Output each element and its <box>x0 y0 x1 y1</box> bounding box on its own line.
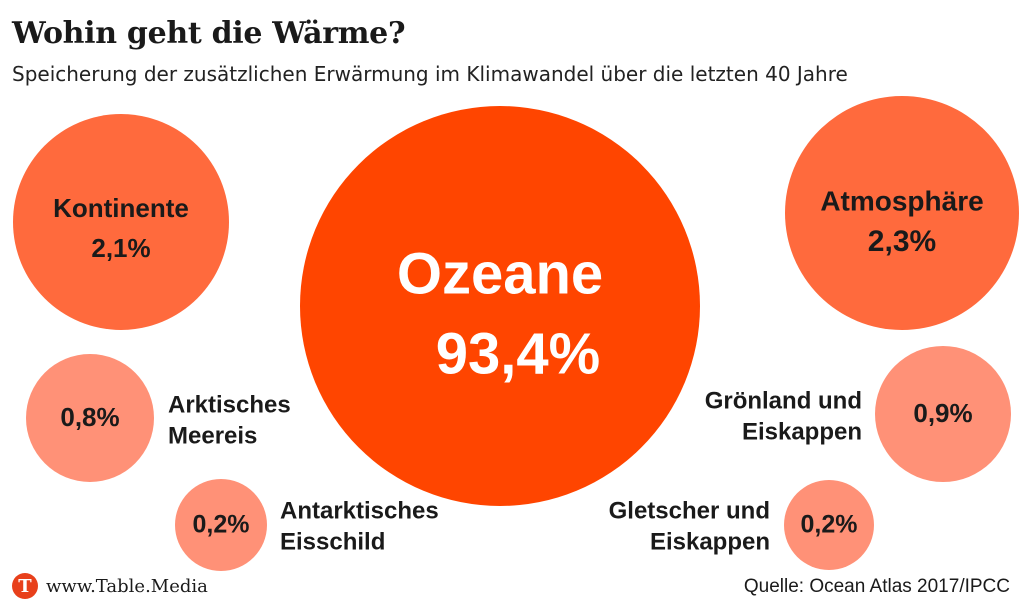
bubble-name-atmosphaere: Atmosphäre <box>820 185 983 216</box>
bubble-name-groenland-eiskappen: Grönland und Eiskappen <box>705 387 862 445</box>
bubble-name-line-groenland-eiskappen-2: Eiskappen <box>742 418 862 445</box>
bubble-circle-antarktisches-eisschild <box>175 479 267 571</box>
bubble-circle-kontinente <box>13 114 229 330</box>
bubble-name-antarktisches-eisschild: Antarktisches Eisschild <box>280 497 439 555</box>
bubble-value-gletscher-eiskappen: 0,2% <box>801 511 858 539</box>
bubble-name-line-antarktisches-eisschild-2: Eisschild <box>280 528 385 555</box>
bubble-value-kontinente: 2,1% <box>91 233 150 263</box>
bubble-circle-atmosphaere <box>785 96 1019 330</box>
bubble-name-line-gletscher-eiskappen-1: Gletscher und <box>609 497 770 524</box>
chart-subtitle: Speicherung der zusätzlichen Erwärmung i… <box>12 62 848 86</box>
website-link[interactable]: www.Table.Media <box>46 575 208 597</box>
bubble-groenland-eiskappen: 0,9% Grönland und Eiskappen <box>705 346 1011 482</box>
bubble-value-groenland-eiskappen: 0,9% <box>913 398 972 428</box>
bubble-name-arktisches-meereis: Arktisches Meereis <box>168 391 291 449</box>
bubble-value-atmosphaere: 2,3% <box>868 225 936 258</box>
bubble-kontinente: Kontinente 2,1% <box>13 114 229 330</box>
source-note: Quelle: Ocean Atlas 2017/IPCC <box>743 576 1010 597</box>
bubble-name-line-arktisches-meereis-1: Arktisches <box>168 391 291 418</box>
bubble-name-line-antarktisches-eisschild-1: Antarktisches <box>280 497 439 524</box>
bubble-circle-gletscher-eiskappen <box>784 480 874 570</box>
bubble-atmosphaere: Atmosphäre 2,3% <box>785 96 1019 330</box>
bubble-name-ozeane: Ozeane <box>397 241 603 306</box>
bubble-value-ozeane: 93,4% <box>436 321 600 386</box>
bubble-name-line-arktisches-meereis-2: Meereis <box>168 422 257 449</box>
bubble-antarktisches-eisschild: 0,2% Antarktisches Eisschild <box>175 479 439 571</box>
bubble-arktisches-meereis: 0,8% Arktisches Meereis <box>26 354 291 482</box>
chart-title: Wohin geht die Wärme? <box>12 16 406 51</box>
bubble-ozeane: Ozeane 93,4% <box>300 106 700 506</box>
footer-logo[interactable]: T www.Table.Media <box>12 573 208 599</box>
bubble-name-kontinente: Kontinente <box>53 193 189 223</box>
bubble-circle-groenland-eiskappen <box>875 346 1011 482</box>
bubble-name-line-groenland-eiskappen-1: Grönland und <box>705 387 862 414</box>
bubble-gletscher-eiskappen: 0,2% Gletscher und Eiskappen <box>609 480 874 570</box>
bubble-circle-ozeane <box>300 106 700 506</box>
bubble-name-gletscher-eiskappen: Gletscher und Eiskappen <box>609 497 770 555</box>
bubble-circle-arktisches-meereis <box>26 354 154 482</box>
bubble-value-arktisches-meereis: 0,8% <box>60 402 119 432</box>
bubble-value-antarktisches-eisschild: 0,2% <box>193 511 250 539</box>
bubble-name-line-gletscher-eiskappen-2: Eiskappen <box>650 528 770 555</box>
table-media-logo-icon: T <box>12 573 38 599</box>
